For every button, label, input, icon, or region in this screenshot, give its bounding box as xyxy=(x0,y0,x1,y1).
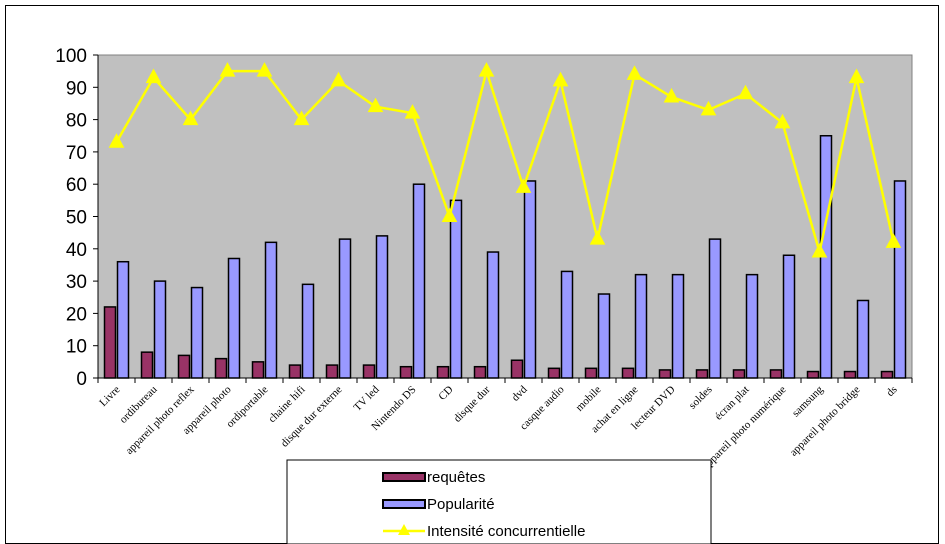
legend-swatch xyxy=(382,499,426,509)
x-category-label: samsung xyxy=(790,383,826,419)
line-marker-intensite xyxy=(848,68,865,84)
bar-requetes xyxy=(325,364,339,379)
bar-popularite xyxy=(449,199,463,379)
line-marker-intensite xyxy=(589,230,606,245)
y-tick-label: 0 xyxy=(76,369,87,390)
line-marker-intensite xyxy=(219,62,236,77)
y-tick-label: 90 xyxy=(66,78,87,99)
y-tick-label: 10 xyxy=(66,337,87,358)
bar-requetes xyxy=(436,365,450,379)
bar-popularite xyxy=(634,273,648,379)
bar-popularite xyxy=(375,235,389,379)
bar-popularite xyxy=(338,238,352,379)
line-intensite xyxy=(115,66,895,253)
line-marker-intensite xyxy=(663,87,680,103)
x-category-label: soldes xyxy=(687,384,715,412)
bar-requetes xyxy=(880,370,894,379)
bar-requetes xyxy=(288,364,302,379)
bar-popularite xyxy=(560,270,574,379)
y-tick-label: 20 xyxy=(66,304,87,325)
line-marker-intensite xyxy=(256,62,273,77)
bar-popularite xyxy=(486,251,500,379)
line-marker-intensite xyxy=(330,71,347,87)
legend-swatch-marker xyxy=(398,524,410,535)
line-marker-intensite xyxy=(145,68,162,84)
bar-requetes xyxy=(473,365,487,379)
bar-requetes xyxy=(510,359,524,379)
line-marker-intensite xyxy=(478,62,495,77)
bar-requetes xyxy=(399,365,413,379)
x-category-label: CD xyxy=(436,384,455,403)
line-marker-intensite xyxy=(737,84,754,100)
line-marker-intensite xyxy=(700,100,717,116)
y-tick-label: 30 xyxy=(66,272,87,293)
bar-requetes xyxy=(769,369,783,379)
bar-popularite xyxy=(856,299,870,379)
bar-requetes xyxy=(103,306,117,379)
legend-label: requêtes xyxy=(427,469,485,486)
y-tick-label: 40 xyxy=(66,240,87,261)
y-tick-label: 80 xyxy=(66,111,87,132)
line-marker-intensite xyxy=(108,133,125,148)
line-marker-intensite xyxy=(293,110,310,126)
x-category-label: appareil photo reflex xyxy=(123,383,197,457)
bar-requetes xyxy=(732,369,746,379)
bar-popularite xyxy=(523,180,537,379)
bar-popularite xyxy=(116,260,130,379)
bar-popularite xyxy=(301,283,315,379)
bar-requetes xyxy=(658,369,672,379)
bar-popularite xyxy=(782,254,796,379)
bar-requetes xyxy=(843,370,857,379)
bar-requetes xyxy=(251,361,265,379)
x-category-label: TV led xyxy=(351,383,382,414)
line-marker-intensite xyxy=(552,71,569,87)
line-marker-intensite xyxy=(515,178,532,193)
bar-requetes xyxy=(214,357,228,379)
bar-popularite xyxy=(597,293,611,379)
line-marker-intensite xyxy=(626,65,643,80)
legend-label: Intensité concurrentielle xyxy=(427,523,585,540)
bar-requetes xyxy=(140,351,154,379)
legend-box xyxy=(286,459,712,544)
line-marker-intensite xyxy=(774,113,791,129)
line-marker-intensite xyxy=(811,242,828,258)
bar-popularite xyxy=(745,273,759,379)
bar-requetes xyxy=(621,367,635,379)
line-marker-intensite xyxy=(367,97,384,113)
line-marker-intensite xyxy=(885,233,902,248)
x-category-label: Livre xyxy=(97,384,122,409)
bar-popularite xyxy=(412,183,426,379)
bar-popularite xyxy=(227,257,241,379)
bar-popularite xyxy=(153,280,167,379)
y-tick-label: 50 xyxy=(66,208,87,229)
line-marker-intensite xyxy=(182,110,199,126)
x-category-label: disque dur xyxy=(452,383,493,424)
bar-requetes xyxy=(177,354,191,379)
bar-popularite xyxy=(708,238,722,379)
bar-popularite xyxy=(190,286,204,379)
bar-requetes xyxy=(547,367,561,379)
x-category-label: ds xyxy=(884,384,899,399)
bar-requetes xyxy=(695,369,709,379)
line-marker-intensite xyxy=(404,104,421,119)
bar-requetes xyxy=(584,367,598,379)
x-category-label: mobile xyxy=(574,384,604,414)
line-marker-intensite xyxy=(441,207,458,222)
bar-popularite xyxy=(264,241,278,379)
legend-swatch xyxy=(382,472,426,482)
bar-popularite xyxy=(671,273,685,379)
x-category-label: dvd xyxy=(509,383,530,404)
y-tick-label: 70 xyxy=(66,143,87,164)
bar-popularite xyxy=(893,180,907,379)
y-tick-label: 100 xyxy=(55,46,87,67)
x-category-label: appareil photo bridge xyxy=(788,384,863,459)
legend-label: Popularité xyxy=(427,496,495,513)
bar-requetes xyxy=(806,370,820,379)
bar-requetes xyxy=(362,364,376,379)
y-tick-label: 60 xyxy=(66,175,87,196)
